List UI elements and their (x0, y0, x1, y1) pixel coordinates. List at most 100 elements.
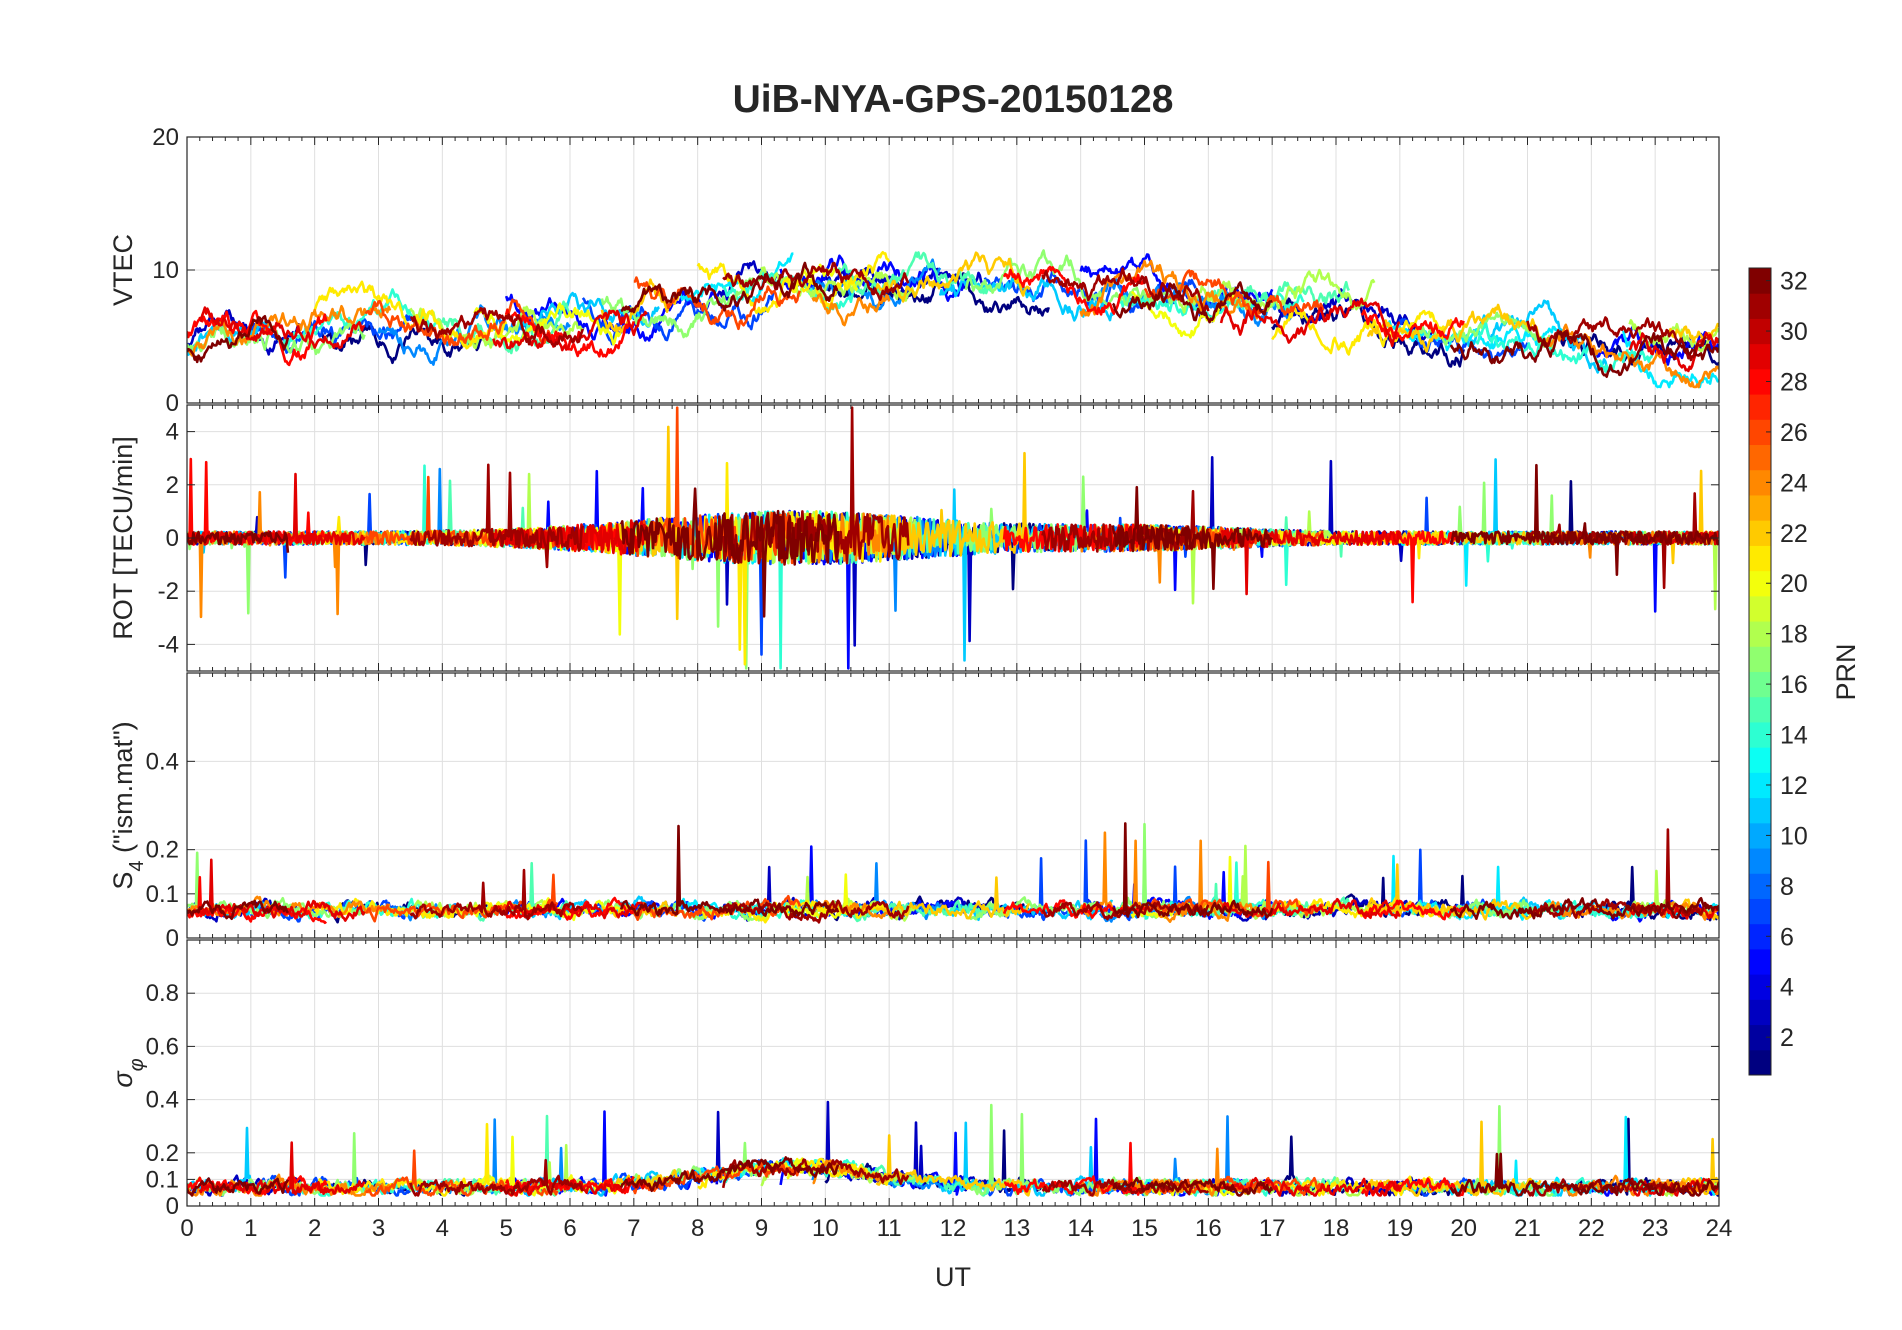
x-tick-label: 21 (1514, 1215, 1541, 1242)
colorbar-tick-label: 12 (1780, 772, 1808, 800)
y-tick-label: 0 (166, 390, 179, 417)
y-tick-label: 0 (166, 925, 179, 952)
x-tick-label: 23 (1642, 1215, 1669, 1242)
y-tick-label: 0 (166, 1193, 179, 1220)
x-ticks (186, 137, 1720, 403)
series-line-prn-24 (812, 1159, 891, 1185)
colorbar-tick-label: 16 (1780, 671, 1808, 699)
y-tick-label: -4 (158, 631, 179, 658)
series-line-prn-31 (1041, 267, 1210, 313)
colorbar-cell (1749, 318, 1771, 345)
chart-title: UiB-NYA-GPS-20150128 (733, 78, 1174, 121)
colorbar-tick-label: 32 (1780, 268, 1808, 296)
y-tick-label: 10 (152, 257, 179, 284)
series-line-prn-31 (409, 1158, 584, 1197)
colorbar-cell (1749, 444, 1771, 471)
x-tick-label: 4 (436, 1215, 449, 1242)
colorbar-cell (1749, 570, 1771, 597)
x-tick-label: 22 (1578, 1215, 1605, 1242)
colorbar-cell (1749, 343, 1771, 370)
series-line-prn-26 (364, 298, 559, 347)
series-line-prn-32 (619, 487, 840, 618)
colorbar-cell (1749, 721, 1771, 748)
y-tick-label: 0 (166, 525, 179, 552)
y-tick-label: 0.4 (146, 1087, 179, 1114)
series-line-prn-32 (1111, 281, 1273, 324)
x-ticks (186, 940, 1720, 1206)
colorbar-tick-label: 28 (1780, 368, 1808, 396)
colorbar-cell (1749, 293, 1771, 319)
series-line-prn-32 (619, 1156, 840, 1193)
x-tick-label: 3 (372, 1215, 385, 1242)
series-line-prn-22 (875, 251, 1031, 303)
colorbar-tick-label: 20 (1780, 570, 1808, 598)
series-line-prn-21 (1271, 306, 1446, 356)
colorbar-cell (1749, 974, 1771, 1000)
panel-rot: -4 -2 0 2 4 ROT [TECU/min] (108, 404, 1720, 672)
y-tick-label: 20 (152, 124, 179, 151)
series-group (187, 249, 1719, 389)
x-tick-labels: 0 1 2 3 4 5 6 7 8 9 10 11 12 13 14 15 16 17 18 19 20 21 22 23 24 (180, 1215, 1732, 1242)
series-line-prn-29 (492, 900, 648, 920)
y-tick-label: 2 (166, 472, 179, 499)
x-tick-label: 13 (1003, 1215, 1030, 1242)
series-line-prn-32 (187, 899, 290, 921)
y-tick-label: 0.8 (146, 980, 179, 1007)
series-line-prn-31 (409, 463, 585, 569)
series-line-prn-29 (198, 1141, 366, 1196)
colorbar-cell (1749, 747, 1771, 773)
colorbar-cell (1749, 671, 1771, 698)
colorbar-cell (1749, 923, 1771, 950)
y-tick-label: 0.1 (146, 1166, 179, 1193)
series-line-prn-12 (1385, 320, 1567, 352)
series-line-prn-24 (187, 1173, 392, 1197)
series-group (187, 1100, 1719, 1197)
y-axis-label-s4: S4 ("ism.mat") (108, 721, 148, 889)
series-line-prn-31 (409, 868, 583, 921)
x-tick-label: 15 (1131, 1215, 1158, 1242)
y-ticks: 00.10.2 0.4 0.6 0.8 (146, 980, 1719, 1220)
series-line-prn-26 (364, 1149, 559, 1197)
series-line-prn-32 (187, 1177, 290, 1197)
y-tick-label: 0.1 (146, 881, 179, 908)
colorbar-cell (1749, 469, 1771, 496)
x-tick-label: 5 (499, 1215, 512, 1242)
series-line-prn-28 (1002, 265, 1146, 316)
x-tick-label: 6 (563, 1215, 576, 1242)
colorbar-cell (1749, 999, 1771, 1026)
series-line-prn-29 (198, 858, 366, 922)
x-tick-label: 0 (180, 1215, 193, 1242)
colorbar-tick-label: 6 (1780, 923, 1794, 951)
series-line-prn-1 (320, 323, 489, 365)
x-tick-label: 19 (1386, 1215, 1413, 1242)
colorbar-tick-label: 30 (1780, 318, 1808, 346)
x-ticks (186, 673, 1720, 938)
panel-vtec: 0 10 20 VTEC (108, 124, 1720, 417)
x-ticks (186, 405, 1720, 671)
series-line-prn-28 (187, 309, 328, 367)
y-tick-label: 0.4 (146, 748, 179, 775)
series-line-prn-32 (1449, 897, 1719, 920)
series-line-prn-31 (722, 261, 910, 301)
x-tick-label: 8 (691, 1215, 704, 1242)
colorbar-cell (1749, 797, 1771, 824)
series-line-prn-24 (1079, 259, 1261, 320)
series-line-prn-17 (964, 249, 1178, 310)
series-line-prn-7 (581, 290, 776, 346)
y-axis-label-sigphi: σφ (108, 1058, 148, 1087)
y-tick-label: 0.2 (146, 837, 179, 864)
colorbar-cell (1749, 621, 1771, 647)
x-tick-label: 12 (940, 1215, 967, 1242)
series-line-prn-31 (410, 307, 585, 348)
colorbar-cell (1749, 822, 1771, 849)
colorbar-cell (1749, 268, 1771, 294)
x-axis-label: UT (935, 1262, 971, 1292)
colorbar-cell (1749, 948, 1771, 975)
series-line-prn-15 (836, 251, 993, 299)
x-tick-label: 10 (812, 1215, 839, 1242)
series-group (187, 406, 1719, 670)
y-tick-label: 0.2 (146, 1140, 179, 1167)
